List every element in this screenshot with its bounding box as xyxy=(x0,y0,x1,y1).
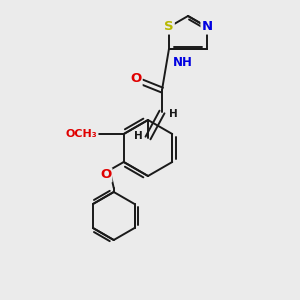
Text: NH: NH xyxy=(173,56,193,70)
Text: OCH₃: OCH₃ xyxy=(66,129,98,139)
Text: O: O xyxy=(130,73,142,85)
Text: H: H xyxy=(169,109,177,119)
Text: N: N xyxy=(202,20,213,34)
Text: H: H xyxy=(134,131,142,141)
Text: O: O xyxy=(100,169,111,182)
Text: S: S xyxy=(164,20,174,34)
